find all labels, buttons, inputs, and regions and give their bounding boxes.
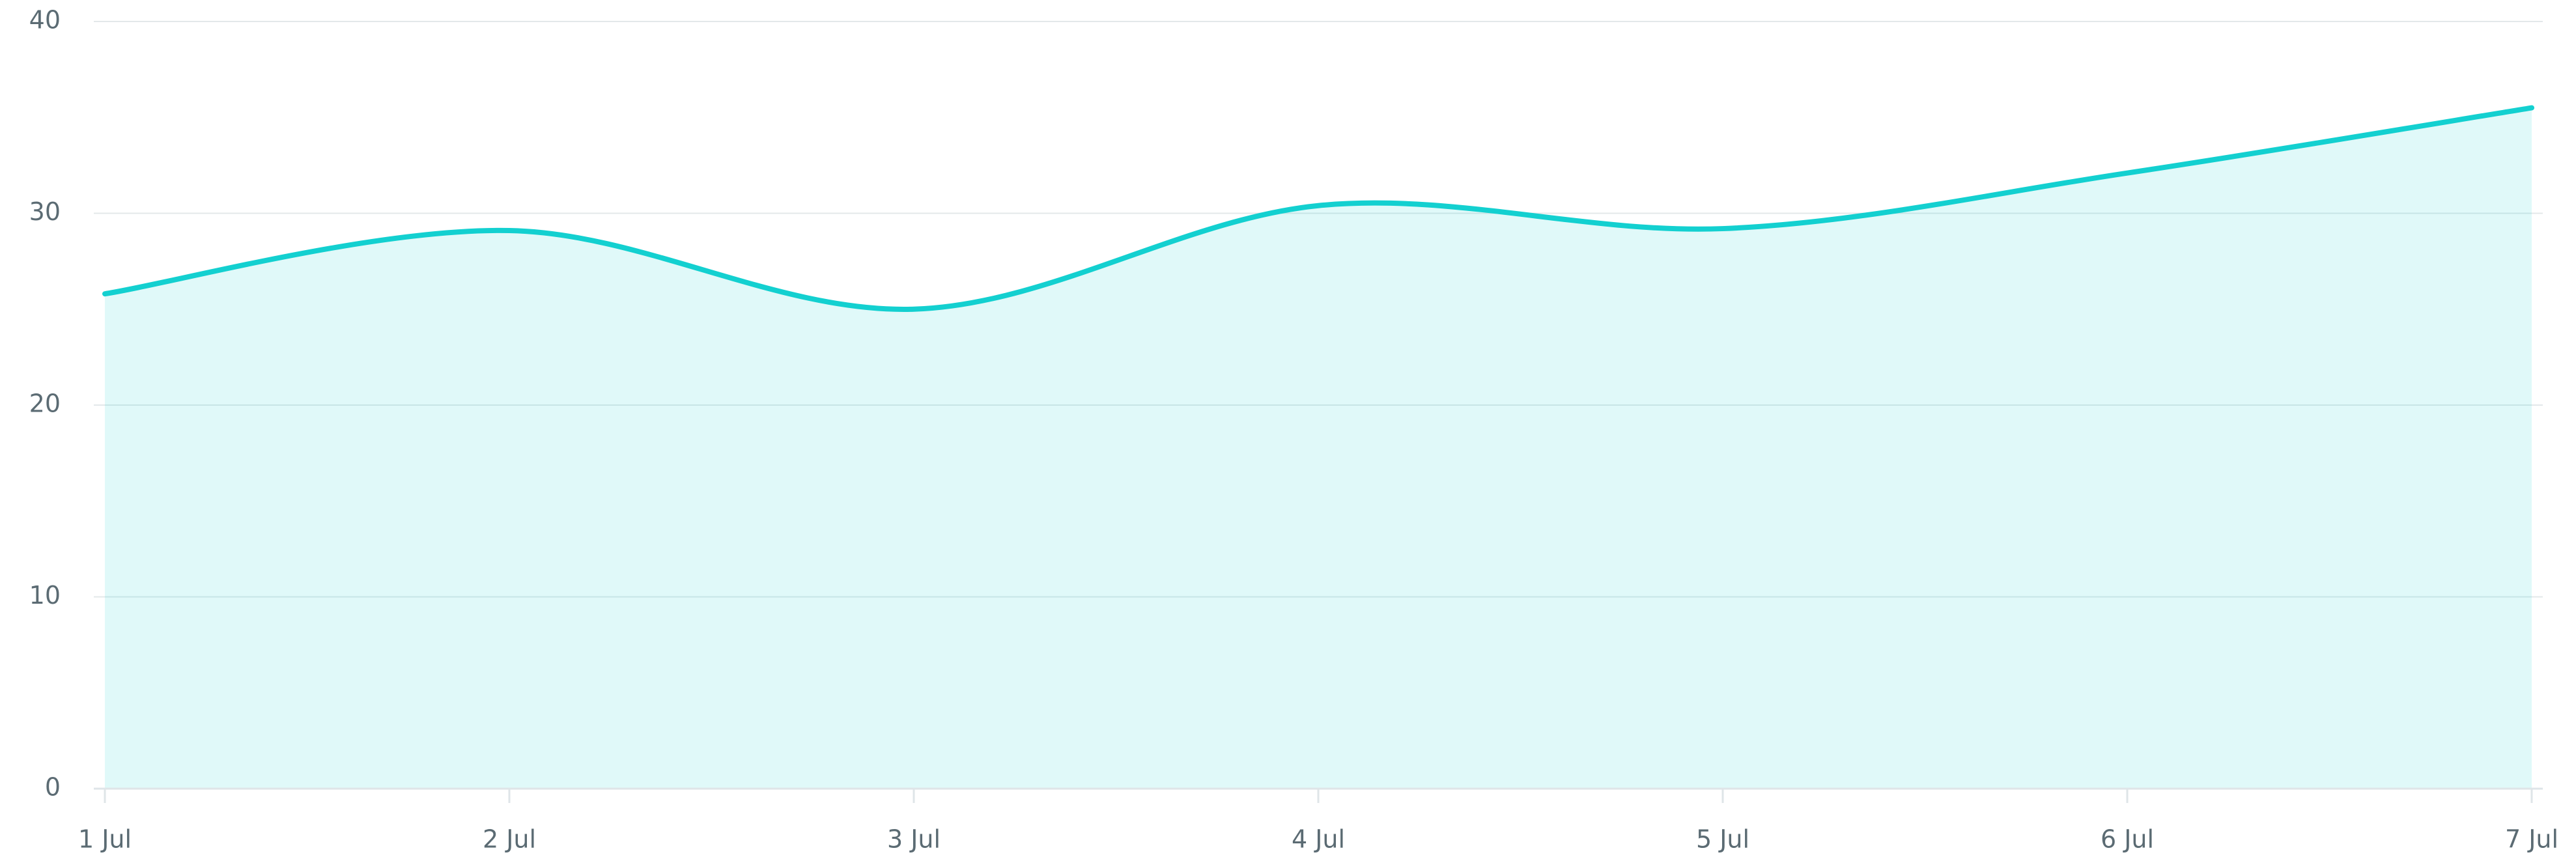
y-tick-label: 0 (45, 773, 61, 802)
x-tick-label: 3 Jul (887, 825, 941, 854)
y-tick-label: 10 (29, 581, 61, 610)
x-tick-label: 1 Jul (78, 825, 132, 854)
area (105, 107, 2532, 789)
x-tick-label: 6 Jul (2101, 825, 2154, 854)
y-tick-label: 20 (29, 389, 61, 418)
x-tick-label: 4 Jul (1292, 825, 1345, 854)
y-tick-label: 40 (29, 6, 61, 35)
x-tick-label: 5 Jul (1696, 825, 1749, 854)
x-tick-label: 2 Jul (483, 825, 536, 854)
y-tick-label: 30 (29, 197, 61, 226)
line (102, 105, 2534, 312)
x-tick-label: 7 Jul (2505, 825, 2558, 854)
